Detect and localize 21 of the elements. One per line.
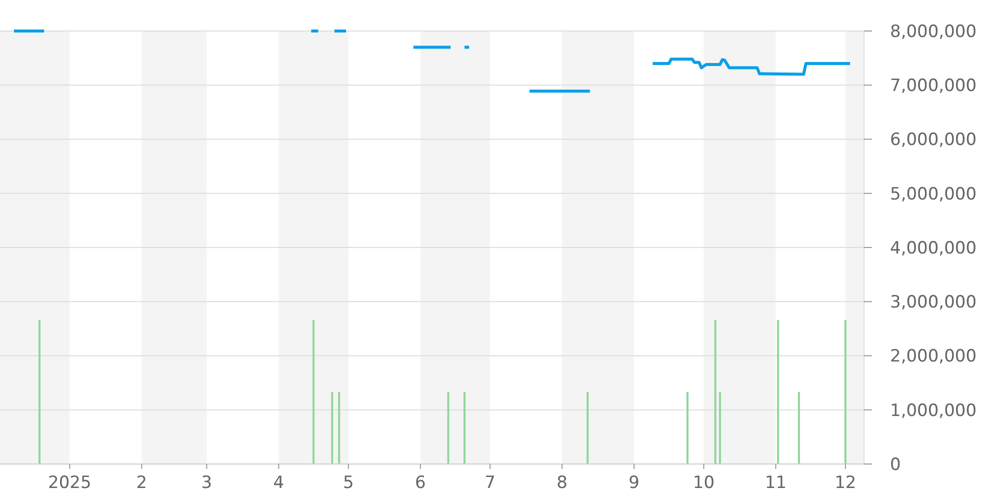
y-tick-label: 3,000,000 [890, 292, 977, 313]
y-tick-label: 4,000,000 [890, 238, 977, 258]
y-tick-label: 8,000,000 [890, 22, 977, 42]
x-tick-label: 4 [273, 473, 284, 493]
x-tick-label: 6 [414, 473, 426, 493]
x-tick-label: 5 [342, 473, 354, 493]
x-tick-label: 12 [834, 473, 856, 493]
y-tick-label: 0 [890, 454, 901, 475]
x-tick-label: 11 [764, 473, 787, 493]
x-tick-label: 2025 [48, 473, 92, 493]
x-tick-label: 8 [556, 473, 568, 493]
y-tick-label: 1,000,000 [890, 400, 977, 421]
x-tick-label: 9 [628, 473, 640, 493]
y-tick-label: 5,000,000 [890, 184, 977, 204]
y-tick-label: 6,000,000 [890, 130, 977, 150]
x-tick-label: 2 [136, 473, 148, 493]
y-tick-label: 2,000,000 [890, 346, 977, 367]
y-tick-label: 7,000,000 [890, 76, 977, 96]
x-tick-label: 7 [484, 473, 496, 493]
x-tick-label: 10 [692, 473, 715, 493]
x-tick-label: 3 [201, 473, 212, 493]
